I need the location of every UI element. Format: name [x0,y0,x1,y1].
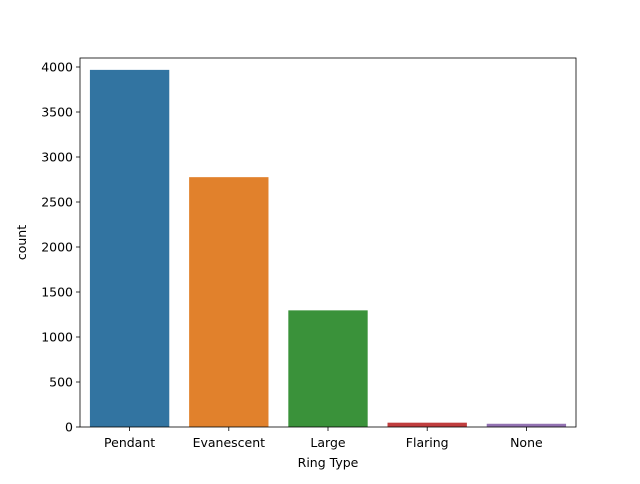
bar-none [486,423,567,427]
bars-group [89,69,567,427]
y-tick-label: 2500 [41,195,73,210]
y-tick-label: 0 [65,420,73,435]
y-axis-title: count [14,225,29,260]
y-tick-label: 3000 [41,150,73,165]
bar-large [288,310,368,427]
x-tick-label: Evanescent [193,435,266,450]
y-axis-ticks: 0 500 1000 1500 2000 2500 3000 3500 4000 [41,60,80,435]
y-tick-label: 3500 [41,105,73,120]
x-axis-title: Ring Type [298,455,359,470]
y-tick-label: 1000 [41,330,73,345]
plot-area-frame [79,57,577,428]
x-tick-label: Flaring [406,435,449,450]
y-tick-label: 1500 [41,285,73,300]
y-tick-label: 500 [49,375,73,390]
y-tick-label: 4000 [41,60,73,75]
x-tick-label: Large [310,435,345,450]
y-tick-label: 2000 [41,240,73,255]
bar-pendant [89,69,170,427]
bar-flaring [387,422,467,427]
x-axis-ticks: Pendant Evanescent Large Flaring None [104,427,543,450]
bar-evanescent [189,177,269,427]
x-tick-label: Pendant [104,435,155,450]
x-tick-label: None [510,435,543,450]
